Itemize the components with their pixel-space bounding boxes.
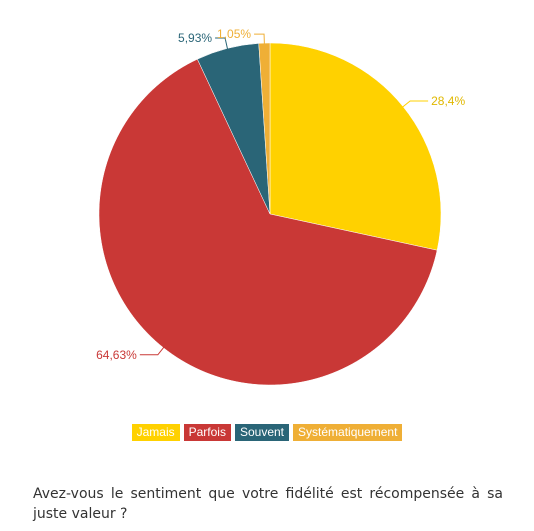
data-label-systématiquement: 1,05% xyxy=(217,27,251,41)
legend-item-systématiquement: Systématiquement xyxy=(293,424,403,441)
data-label-jamais: 28,4% xyxy=(431,94,465,108)
label-connector-parfois xyxy=(139,345,166,356)
legend: Jamais Parfois Souvent Systématiquement xyxy=(0,424,534,441)
data-label-parfois: 64,63% xyxy=(96,348,137,362)
pie-chart: 28,4% 64,63% 5,93% 1,05% xyxy=(96,27,465,386)
pie-slice-jamais xyxy=(269,42,442,251)
legend-item-souvent: Souvent xyxy=(234,424,290,441)
question-text: Avez-vous le sentiment que votre fidélit… xyxy=(33,486,503,522)
label-connector-souvent xyxy=(215,37,229,51)
label-connector-jamais xyxy=(401,100,429,109)
data-label-souvent: 5,93% xyxy=(178,31,212,45)
legend-item-parfois: Parfois xyxy=(183,424,231,441)
label-connector-systématiquement xyxy=(254,33,265,46)
legend-item-jamais: Jamais xyxy=(131,424,180,441)
